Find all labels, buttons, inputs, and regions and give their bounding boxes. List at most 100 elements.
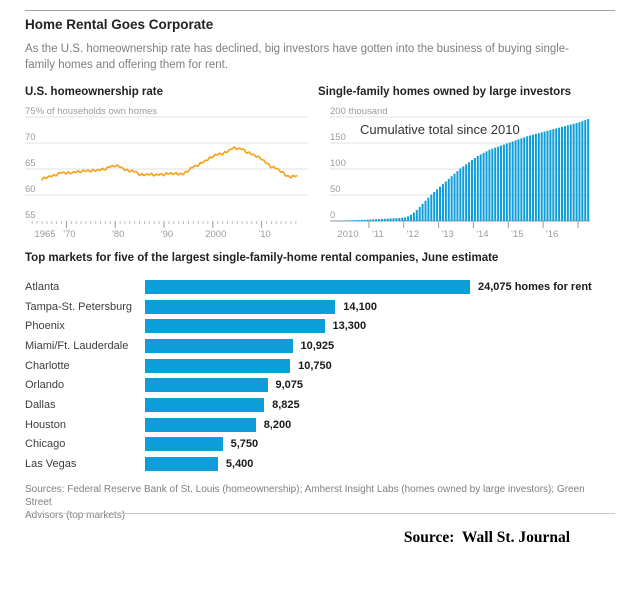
market-bar [145, 457, 218, 472]
sources-note: Sources: Federal Reserve Bank of St. Lou… [25, 483, 600, 522]
market-bar [145, 319, 325, 334]
market-label: Miami/Ft. Lauderdale [25, 339, 129, 352]
monthly-bar [494, 147, 497, 221]
monthly-bar [540, 132, 543, 221]
monthly-bar [369, 219, 372, 221]
top-markets-chart-title: Top markets for five of the largest sing… [25, 252, 499, 264]
x-tick-label: 2010 [337, 229, 358, 240]
monthly-bar [491, 148, 494, 221]
sources-line: Advisors (top markets) [25, 510, 126, 521]
monthly-bar [444, 181, 447, 221]
market-label: Tampa-St. Petersburg [25, 300, 132, 313]
monthly-bar [485, 151, 488, 221]
monthly-bar [395, 218, 398, 221]
monthly-bar [346, 220, 349, 221]
monthly-bar [378, 219, 381, 221]
monthly-bar [473, 158, 476, 221]
monthly-bar [372, 219, 375, 221]
y-tick-label: 65 [25, 158, 36, 169]
market-value: 10,925 [300, 339, 335, 352]
monthly-bar [433, 191, 436, 221]
monthly-bar [392, 218, 395, 221]
monthly-bar [363, 219, 366, 221]
monthly-bar [479, 154, 482, 221]
monthly-bar [409, 214, 412, 221]
x-tick-label: '70 [63, 229, 75, 240]
homeownership-chart-title: U.S. homeownership rate [25, 86, 164, 98]
market-row: Dallas 8,825 [25, 395, 617, 415]
monthly-bar [465, 164, 468, 221]
monthly-bar [456, 171, 459, 221]
market-value: 9,075 [275, 379, 304, 392]
monthly-bar [543, 131, 546, 221]
monthly-bar [380, 218, 383, 221]
homeownership-line [41, 146, 298, 181]
monthly-bar [430, 194, 433, 221]
monthly-bar [453, 173, 456, 221]
monthly-bar [534, 133, 537, 221]
monthly-bar [439, 186, 442, 221]
monthly-bar [412, 212, 415, 221]
market-value: 8,200 [263, 418, 292, 431]
monthly-bar [386, 218, 389, 221]
monthly-bar [572, 123, 575, 221]
y-tick-label: 0 [330, 210, 335, 221]
market-label: Las Vegas [25, 458, 77, 471]
market-row: Atlanta 24,075 homes for rent [25, 277, 617, 297]
market-bar [145, 299, 336, 314]
monthly-bar [587, 119, 590, 221]
bottom-divider [25, 513, 615, 514]
monthly-bar [517, 139, 520, 221]
monthly-bar [523, 137, 526, 221]
monthly-bar [404, 217, 407, 221]
monthly-bar [447, 178, 450, 221]
x-tick-label: '15 [511, 229, 523, 240]
market-value: 13,300 [332, 320, 367, 333]
market-bar [145, 378, 268, 393]
monthly-bar [375, 219, 378, 221]
y-tick-label: 70 [25, 132, 36, 143]
monthly-bar [401, 217, 404, 221]
x-tick-label: '10 [258, 229, 270, 240]
monthly-bar [520, 138, 523, 221]
homeownership-line-chart: 75% of households own homes 70 65 60 55 1965 '… [25, 106, 308, 240]
monthly-bar [389, 218, 392, 221]
market-value: 14,100 [343, 300, 377, 313]
monthly-bar [552, 129, 555, 221]
x-tick-label: '90 [161, 229, 173, 240]
market-row: Tampa-St. Petersburg 14,100 [25, 297, 617, 317]
market-label: Houston [25, 418, 66, 431]
monthly-bar [526, 136, 529, 221]
monthly-bar [575, 122, 578, 221]
market-label: Charlotte [25, 359, 70, 372]
monthly-bar [500, 145, 503, 221]
monthly-bar [505, 143, 508, 221]
market-label: Orlando [25, 379, 65, 392]
y-tick-label: 200 thousand [330, 106, 388, 117]
monthly-bar [511, 141, 514, 221]
monthly-bar [508, 142, 511, 221]
monthly-bar [546, 130, 549, 221]
top-divider [25, 10, 615, 11]
monthly-bar [357, 220, 360, 221]
monthly-bar [476, 156, 479, 221]
market-row: Las Vegas 5,400 [25, 454, 617, 474]
market-bar [145, 437, 223, 452]
monthly-bar [418, 206, 421, 221]
market-row: Orlando 9,075 [25, 375, 617, 395]
market-value: 5,750 [230, 438, 259, 451]
y-tick-label: 55 [25, 210, 36, 221]
x-tick-label: '13 [441, 229, 453, 240]
market-bar [145, 358, 291, 373]
monthly-bar [424, 200, 427, 221]
monthly-bar [360, 219, 363, 221]
monthly-bar [549, 130, 552, 221]
monthly-bar [366, 219, 369, 221]
x-tick-label: 1965 [34, 229, 55, 240]
monthly-bar [581, 121, 584, 221]
monthly-bar [421, 203, 424, 221]
page-title: Home Rental Goes Corporate [25, 17, 214, 32]
market-row: Phoenix 13,300 [25, 316, 617, 336]
market-value: 8,825 [272, 398, 300, 411]
